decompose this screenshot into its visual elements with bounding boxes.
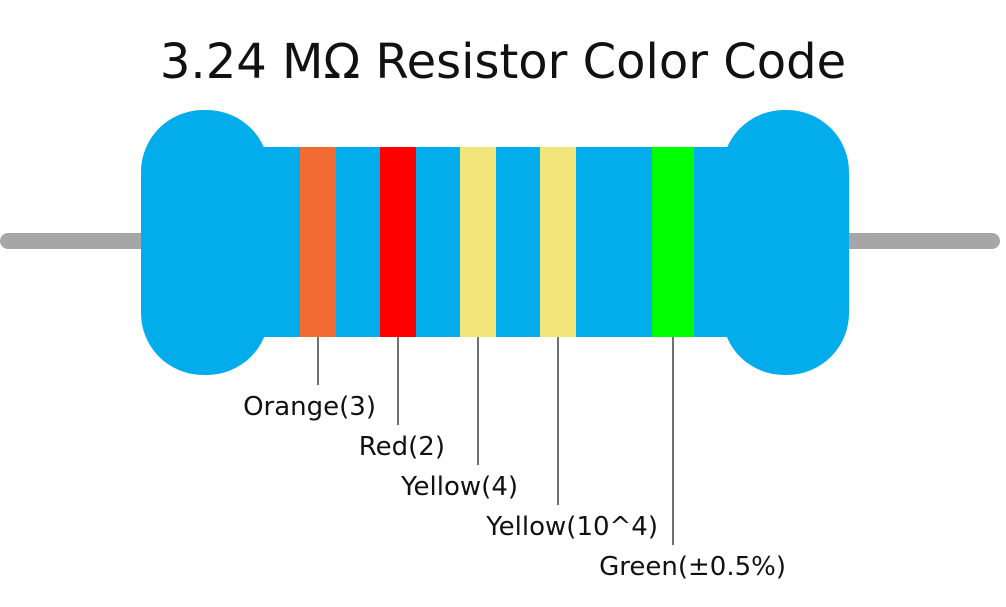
band-2-red <box>380 147 416 337</box>
band-4-yellow-multiplier <box>540 147 576 337</box>
band-label-5: Green(±0.5%) <box>599 552 786 582</box>
page-title: 3.24 MΩ Resistor Color Code <box>160 34 846 90</box>
band-label-2: Red(2) <box>359 432 445 462</box>
leader-lines <box>317 337 674 545</box>
band-5-green-tolerance <box>652 147 694 337</box>
band-label-1: Orange(3) <box>243 392 376 422</box>
band-3-yellow <box>460 147 496 337</box>
band-label-3: Yellow(4) <box>400 472 518 502</box>
color-bands <box>300 147 694 337</box>
band-label-4: Yellow(10^4) <box>485 512 658 542</box>
band-labels: Orange(3) Red(2) Yellow(4) Yellow(10^4) … <box>243 392 786 582</box>
band-1-orange <box>300 147 336 337</box>
